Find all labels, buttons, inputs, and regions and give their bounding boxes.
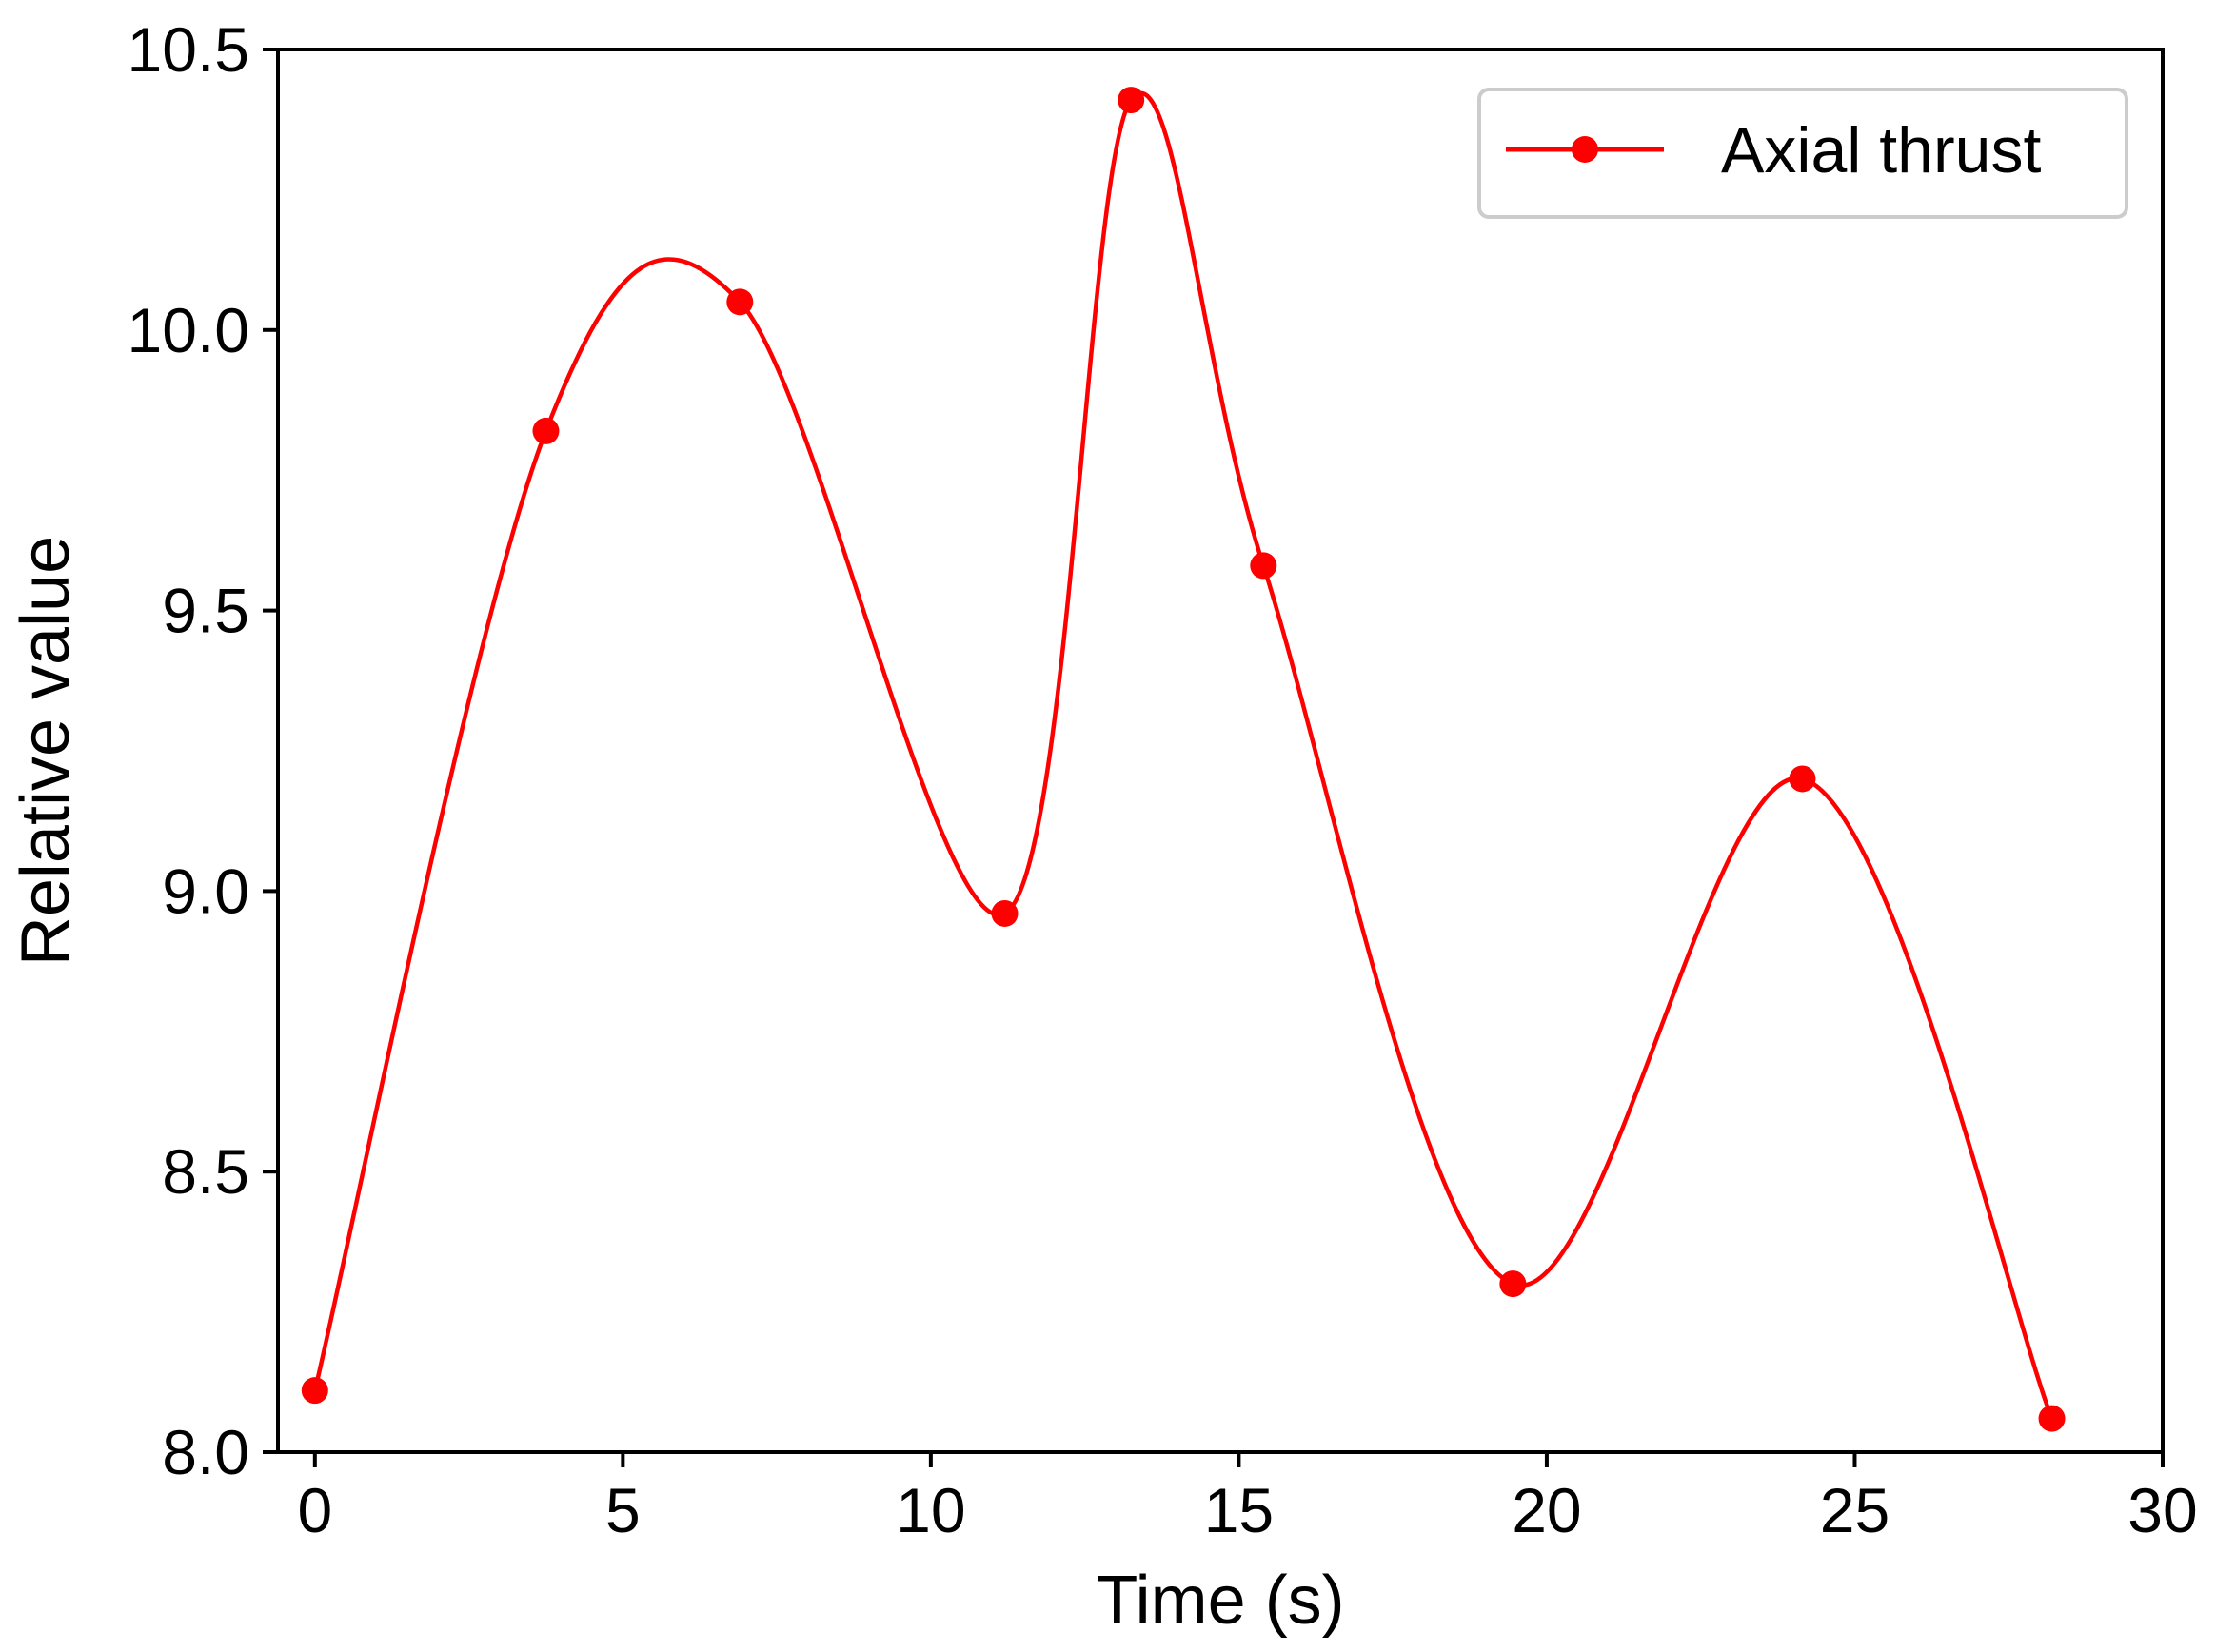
y-tick-label: 10.0 <box>128 295 249 365</box>
x-axis-title: Time (s) <box>1096 1563 1344 1639</box>
data-point <box>991 899 1019 927</box>
x-tick-label: 15 <box>1204 1475 1274 1545</box>
y-axis-title: Relative value <box>8 536 84 966</box>
y-tick-label: 9.0 <box>162 856 249 926</box>
series-line-axial-thrust <box>312 90 2054 1420</box>
data-point <box>726 288 754 316</box>
series-layer <box>301 87 2066 1432</box>
data-point <box>1250 552 1277 580</box>
data-point <box>532 417 560 444</box>
legend-marker-sample <box>1572 136 1598 163</box>
data-point <box>1789 765 1816 793</box>
y-tick-label: 8.0 <box>162 1417 249 1487</box>
y-axis: 8.0 8.5 9.0 9.5 10.0 10.5 <box>128 14 278 1487</box>
data-point <box>1499 1270 1527 1298</box>
data-point <box>1118 87 1145 114</box>
legend-box <box>1477 88 2128 219</box>
x-tick-label: 25 <box>1820 1475 1890 1545</box>
x-axis: 0 5 10 15 20 25 30 <box>297 1452 2198 1545</box>
x-tick-label: 5 <box>605 1475 641 1545</box>
x-tick-label: 30 <box>2127 1475 2197 1545</box>
x-tick-label: 20 <box>1512 1475 1581 1545</box>
data-point <box>301 1377 328 1405</box>
x-tick-label: 0 <box>297 1475 332 1545</box>
legend: Axial thrust <box>1477 88 2128 219</box>
x-tick-label: 10 <box>896 1475 965 1545</box>
y-tick-label: 9.5 <box>162 576 249 646</box>
plot-border <box>276 48 2165 1454</box>
y-tick-label: 10.5 <box>128 14 249 85</box>
data-point <box>2038 1405 2066 1432</box>
legend-label: Axial thrust <box>1721 114 2041 187</box>
y-tick-label: 8.5 <box>162 1136 249 1207</box>
plot-frame <box>276 48 2165 1454</box>
